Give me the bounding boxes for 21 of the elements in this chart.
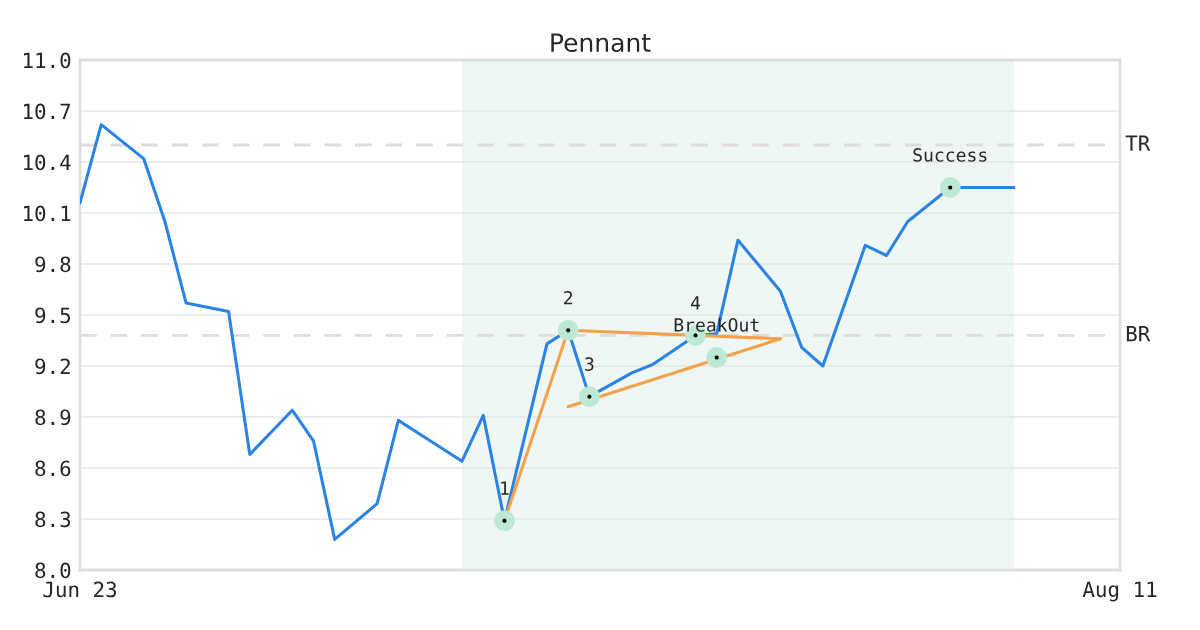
y-tick-label: 9.2 [35,358,70,375]
chart-title: Pennant [551,33,651,53]
annotation: 3 [585,357,594,371]
ref-line-label: BR [1126,326,1151,342]
x-tick-label: Aug 11 [1082,581,1157,602]
y-tick-label: 10.7 [24,103,71,120]
y-tick-label: 10.1 [24,205,71,222]
annotation: 2 [564,290,573,305]
y-tick-label: 8.6 [35,460,71,477]
x-tick-label: Jun 23 [43,581,117,598]
y-tick-label: 8.3 [35,511,71,528]
y-tick-label: 8.9 [35,409,71,426]
y-tick-label: 8.0 [35,562,71,579]
ref-line-label: TR [1125,135,1151,151]
annotation: 4 [690,296,701,310]
annotation: 1 [501,481,509,495]
annotation: Success [913,148,987,162]
y-tick-label: 11.0 [24,52,71,69]
y-tick-label: 10.4 [24,154,71,171]
y-tick-label: 9.8 [35,256,71,273]
y-tick-label: 9.5 [35,307,70,324]
